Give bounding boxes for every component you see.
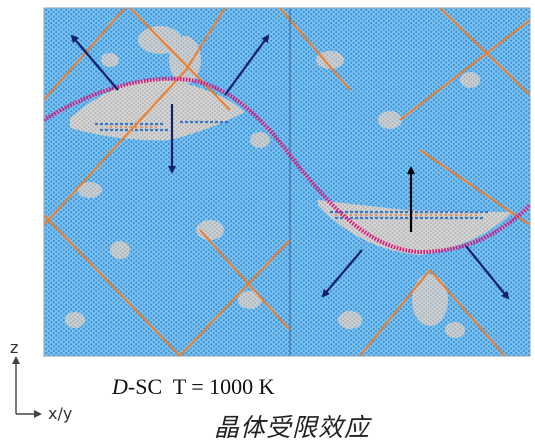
image-frame [43, 7, 531, 357]
subtitle: 晶体受限效应 [214, 413, 371, 442]
caption: D-SC T = 1000 K [112, 374, 275, 400]
upper-defect-region [70, 79, 245, 141]
interface-curve [44, 76, 530, 255]
z-axis-label: z [10, 338, 19, 357]
caption-prefix: D [112, 374, 128, 399]
grain-boundaries [44, 8, 530, 356]
axis-indicator [12, 356, 42, 418]
lower-defect-region [318, 200, 512, 255]
caption-text: -SC T = 1000 K [127, 374, 275, 399]
xy-axis-label: x/y [48, 404, 73, 423]
defect-patches [65, 26, 480, 338]
migration-arrows [70, 34, 510, 300]
